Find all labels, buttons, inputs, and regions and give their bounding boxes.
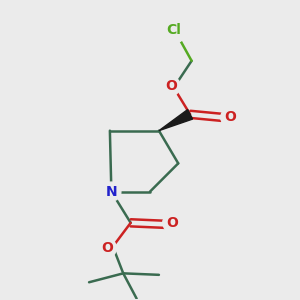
Circle shape <box>98 238 116 258</box>
Circle shape <box>160 16 187 43</box>
Circle shape <box>163 213 182 232</box>
Circle shape <box>161 76 180 96</box>
Text: N: N <box>106 184 117 199</box>
Text: O: O <box>167 216 178 230</box>
Text: O: O <box>101 241 113 255</box>
Circle shape <box>221 108 240 127</box>
Text: Cl: Cl <box>166 22 181 37</box>
Text: O: O <box>165 79 177 93</box>
Text: O: O <box>224 110 236 124</box>
Circle shape <box>102 182 121 201</box>
Polygon shape <box>159 110 193 131</box>
